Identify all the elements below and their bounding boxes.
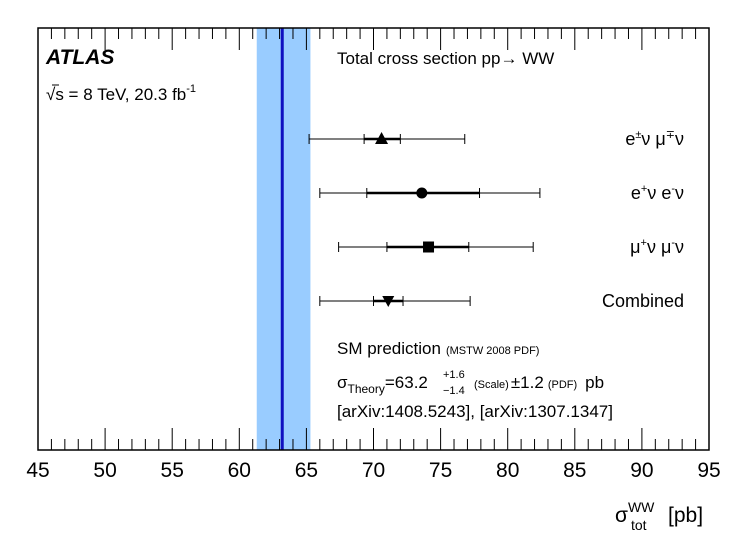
x-axis-title-sub: tot (631, 517, 647, 533)
sm-prediction-title: SM prediction (MSTW 2008 PDF) (337, 339, 539, 358)
x-tick-label: 75 (429, 459, 452, 482)
x-tick-label: 70 (362, 459, 385, 482)
measurement-points (308, 132, 541, 307)
channel-label: e±ν μ∓ν (625, 129, 684, 149)
sm-prediction-value: σTheory=63.2 (337, 373, 428, 396)
channel-labels: e±ν μ∓ν e+ν e-ν μ+ν μ-ν Combined (602, 129, 684, 311)
x-tick-label: 60 (228, 459, 251, 482)
x-tick-label: 85 (563, 459, 586, 482)
measurement-point (319, 296, 471, 307)
x-tick-label: 50 (93, 459, 116, 482)
channel-label: e+ν e-ν (631, 183, 684, 203)
marker-triangle-up (375, 132, 389, 144)
sm-uncert-up: +1.6 (443, 369, 465, 381)
chart-title: Total cross section pp→ WW (337, 49, 554, 68)
experiment-label: ATLAS (45, 46, 114, 69)
measurement-point (338, 241, 534, 253)
x-axis-unit: [pb] (668, 504, 703, 527)
x-tick-label: 55 (161, 459, 184, 482)
marker-circle (416, 187, 428, 199)
marker-square (423, 241, 435, 253)
x-tick-label: 65 (295, 459, 318, 482)
channel-label: Combined (602, 291, 684, 311)
x-tick-label: 80 (496, 459, 519, 482)
measurement-point (319, 187, 541, 199)
sm-prediction-pdf: (Scale) ±1.2 (PDF) pb (474, 373, 604, 392)
x-tick-label: 45 (26, 459, 49, 482)
x-axis-tick-labels: 45 50 55 60 65 70 75 80 85 90 95 (26, 459, 720, 482)
sm-uncert-down: −1.4 (443, 385, 465, 397)
marker-triangle-down (382, 296, 395, 307)
x-tick-label: 95 (697, 459, 720, 482)
x-axis-title: σWW (615, 499, 655, 527)
x-tick-label: 90 (630, 459, 653, 482)
energy-label: √s = 8 TeV, 20.3 fb-1 (46, 83, 196, 104)
sm-references: [arXiv:1408.5243], [arXiv:1307.1347] (337, 402, 613, 421)
measurement-point (308, 132, 466, 144)
x-axis-ticks (37, 28, 710, 450)
channel-label: μ+ν μ-ν (630, 237, 684, 257)
